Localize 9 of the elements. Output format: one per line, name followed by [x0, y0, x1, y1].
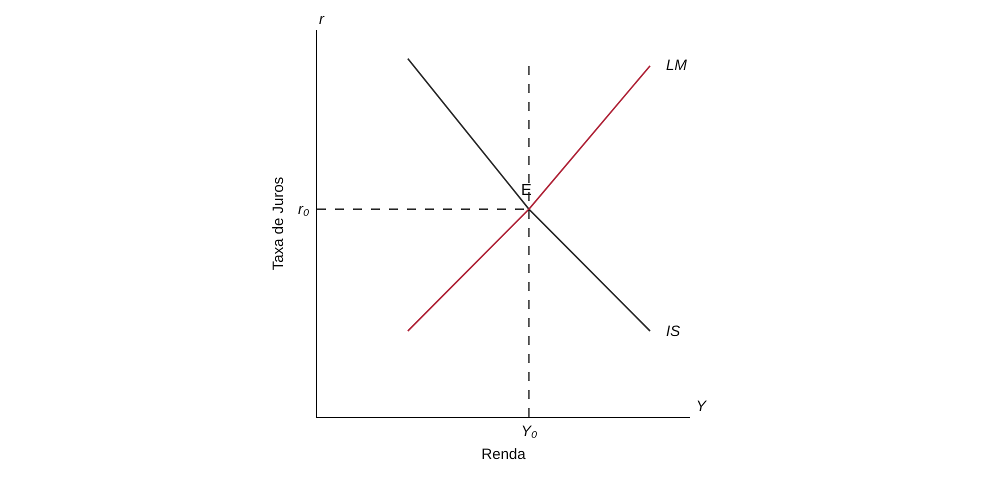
ref-line-label: r₀	[298, 201, 310, 218]
text: r	[319, 11, 325, 28]
series-label: LM	[666, 57, 688, 74]
annotation: E	[521, 182, 532, 199]
x-axis-title: Renda	[481, 446, 526, 463]
text: Y	[696, 398, 707, 415]
y-axis-title: Taxa de Juros	[270, 176, 288, 270]
text: Y₀	[521, 423, 538, 440]
series-label: IS	[666, 323, 680, 340]
